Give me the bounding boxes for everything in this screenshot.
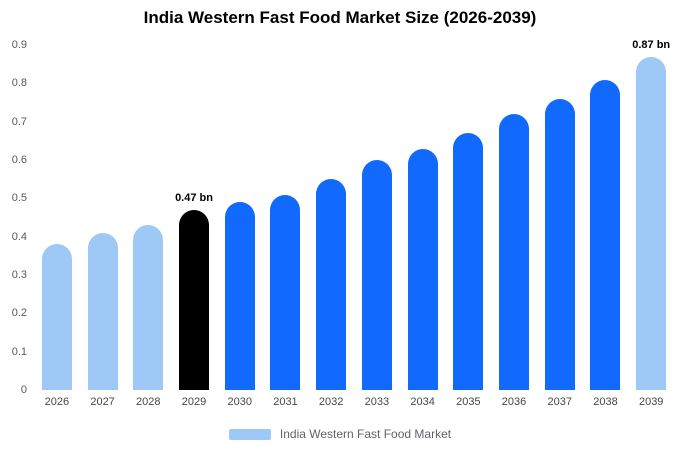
bar-column-2031 <box>263 45 309 390</box>
bar-value-label-2029: 0.47 bn <box>175 191 213 204</box>
bar-2031 <box>270 194 301 390</box>
bar-column-2037 <box>537 45 583 390</box>
bar-2038 <box>590 79 621 390</box>
chart-title: India Western Fast Food Market Size (202… <box>143 8 537 27</box>
x-label-2026: 2026 <box>44 396 70 408</box>
bar-column-2027 <box>80 45 126 390</box>
bar-2036 <box>499 114 530 390</box>
bar-column-2034 <box>400 45 446 390</box>
bar-2033 <box>361 160 392 390</box>
y-axis: 0 0.1 0.2 0.3 0.4 0.5 0.6 0.7 0.8 0.9 <box>2 39 30 396</box>
bar-column-2030 <box>217 45 263 390</box>
plot-area: 0.47 bn 0.87 bn <box>34 39 674 390</box>
y-tick-0.5: 0.5 <box>11 192 27 205</box>
y-tick-0.2: 0.2 <box>11 307 27 320</box>
y-tick-0.8: 0.8 <box>11 77 27 90</box>
x-label-2038: 2038 <box>593 396 618 408</box>
x-label-2034: 2034 <box>410 396 435 408</box>
bar-column-2038 <box>583 45 629 390</box>
bar-column-2039: 0.87 bn <box>628 39 674 390</box>
bar-2030 <box>224 202 255 390</box>
bar-2026 <box>41 244 72 390</box>
x-label-2028: 2028 <box>136 396 161 408</box>
x-label-2030: 2030 <box>227 396 252 408</box>
bar-column-2035 <box>445 45 491 390</box>
x-axis: 2026 2027 2028 2029 2030 2031 2032 2033 2034 2035… <box>34 396 674 408</box>
y-tick-0.4: 0.4 <box>11 230 27 243</box>
y-tick-0.1: 0.1 <box>11 345 27 358</box>
bar-column-2032 <box>308 45 354 390</box>
x-label-2027: 2027 <box>90 396 115 408</box>
x-label-2033: 2033 <box>364 396 390 408</box>
bar-column-2028 <box>125 45 171 390</box>
bar-2034 <box>407 148 438 390</box>
x-label-2035: 2035 <box>456 396 481 408</box>
x-label-2032: 2032 <box>318 396 344 408</box>
y-tick-0.6: 0.6 <box>11 154 27 166</box>
bar-value-label-2039: 0.87 bn <box>632 38 671 51</box>
legend-label: India Western Fast Food Market <box>279 427 452 441</box>
bar-column-2026 <box>34 45 80 390</box>
bar-column-2036 <box>491 45 537 390</box>
x-label-2036: 2036 <box>501 396 527 408</box>
bar-2035 <box>453 133 484 390</box>
bar-column-2033 <box>354 45 400 390</box>
bar-2032 <box>316 179 347 390</box>
bar-2029 <box>179 209 210 390</box>
y-tick-0.7: 0.7 <box>11 115 27 128</box>
bar-2027 <box>87 232 118 390</box>
legend-swatch <box>228 428 271 440</box>
x-label-2037: 2037 <box>547 396 572 408</box>
legend: India Western Fast Food Market <box>0 427 680 441</box>
x-label-2029: 2029 <box>181 396 207 408</box>
bar-2037 <box>544 98 575 390</box>
x-label-2031: 2031 <box>273 396 298 408</box>
x-label-2039: 2039 <box>638 396 664 408</box>
bar-column-2029: 0.47 bn <box>171 45 217 390</box>
bar-2028 <box>133 225 164 390</box>
y-tick-0.9: 0.9 <box>11 39 27 51</box>
y-tick-0.3: 0.3 <box>11 269 27 281</box>
y-tick-0: 0 <box>20 384 27 396</box>
bar-2039 <box>636 56 667 390</box>
